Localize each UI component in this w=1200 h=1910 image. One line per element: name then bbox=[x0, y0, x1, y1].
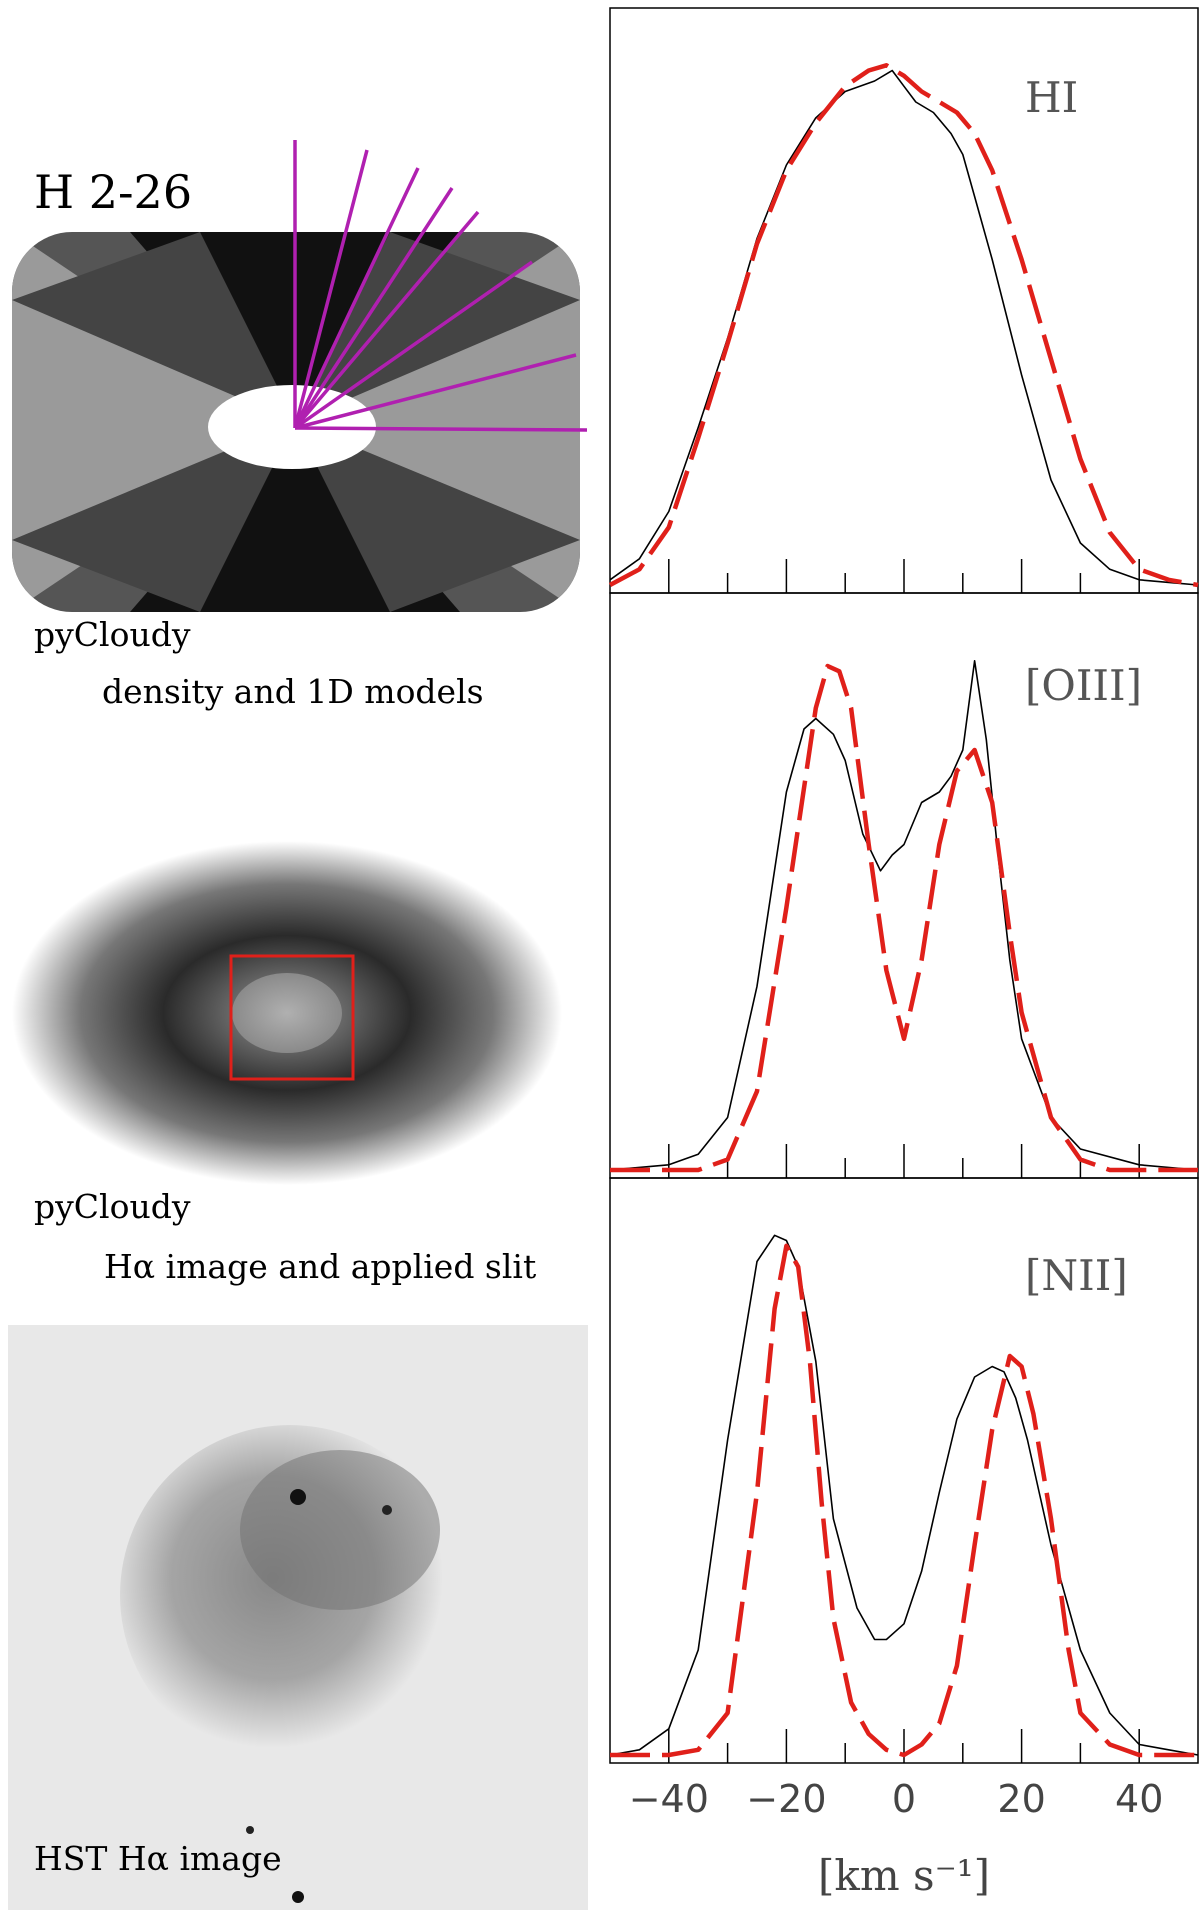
ray-line-6 bbox=[294, 353, 577, 430]
panel-line-label: [OIII] bbox=[1025, 661, 1142, 710]
ray-line-4 bbox=[293, 210, 480, 430]
density-caption-line1: pyCloudy bbox=[34, 615, 191, 654]
profile-panel-1: [OIII] bbox=[609, 592, 1199, 1179]
profile-panel-2: [NII] −40 −20 0 20 40 [km s⁻¹] bbox=[609, 1177, 1199, 1900]
panel-line-label: [NII] bbox=[1025, 1251, 1128, 1300]
spectral-line-profiles: HI [OIII] [NII] −40 −20 0 20 40 [km s⁻¹] bbox=[608, 7, 1199, 1900]
x-tick-label: 0 bbox=[892, 1777, 916, 1821]
x-tick-label: −40 bbox=[629, 1777, 709, 1821]
hst-caption: HST Hα image bbox=[34, 1839, 282, 1878]
ray-line-2 bbox=[293, 167, 420, 429]
halpha-caption-line1: pyCloudy bbox=[34, 1187, 191, 1226]
halpha-model-image bbox=[12, 841, 562, 1185]
hst-image bbox=[8, 1325, 588, 1910]
object-title: H 2-26 bbox=[34, 165, 193, 219]
x-axis-label: [km s⁻¹] bbox=[818, 1851, 990, 1900]
x-tick-label: 40 bbox=[1115, 1777, 1163, 1821]
model-profile-line bbox=[608, 63, 1199, 588]
x-tick-label: 20 bbox=[997, 1777, 1045, 1821]
halpha-caption-line2: Hα image and applied slit bbox=[104, 1247, 537, 1286]
ray-line-1 bbox=[293, 149, 369, 429]
panel-line-label: HI bbox=[1025, 73, 1078, 122]
model-profile-line bbox=[610, 663, 1198, 1173]
ray-line-3 bbox=[293, 187, 454, 429]
ray-line-5 bbox=[293, 260, 534, 430]
model-profile-line bbox=[610, 1243, 1198, 1758]
density-caption-line2: density and 1D models bbox=[102, 672, 484, 711]
profile-panel-0: HI bbox=[608, 7, 1199, 594]
slit-box bbox=[229, 954, 355, 1081]
model-ray-lines bbox=[293, 140, 588, 432]
observed-profile-line bbox=[609, 69, 1199, 586]
x-tick-label: −20 bbox=[746, 1777, 826, 1821]
panel-frame bbox=[609, 7, 1199, 594]
ray-line-7 bbox=[294, 426, 588, 432]
observed-profile-line bbox=[609, 1234, 1199, 1756]
observed-profile-line bbox=[609, 659, 1199, 1171]
